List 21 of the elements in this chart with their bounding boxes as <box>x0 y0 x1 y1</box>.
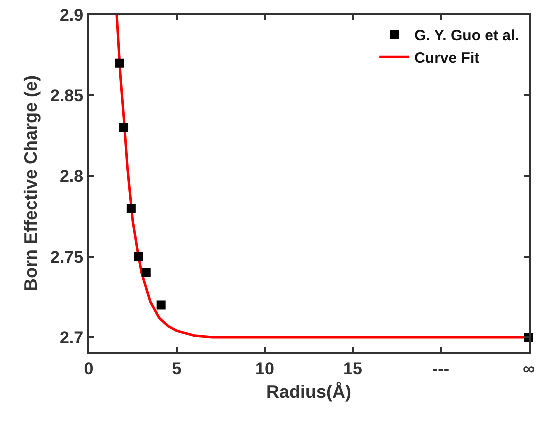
y-tick-label: 2.75 <box>50 248 84 267</box>
y-tick-label: 2.85 <box>50 86 84 106</box>
x-tick-label: 0 <box>84 359 94 378</box>
x-tick-label: --- <box>432 359 450 378</box>
point <box>120 123 129 132</box>
y-tick-label: 2.9 <box>60 6 84 25</box>
point <box>142 268 151 278</box>
point <box>126 204 136 213</box>
legend-label: G. Y. Guo et al. <box>414 27 520 44</box>
point <box>115 58 124 68</box>
y-tick-label: 2.8 <box>60 167 84 186</box>
point <box>134 252 144 262</box>
point <box>156 300 166 310</box>
x-tick-label: 10 <box>256 359 274 378</box>
y-tick-label: 2.7 <box>60 328 84 348</box>
x-tick-label: 15 <box>344 359 362 378</box>
x-tick-label: 5 <box>172 359 182 378</box>
x-axis-title: Radius(Å) <box>266 382 352 402</box>
y-axis-title: Born Effective Charge (e) <box>21 75 42 292</box>
x-tick-label: ∞ <box>522 359 536 378</box>
legend-label: Curve Fit <box>414 50 480 67</box>
